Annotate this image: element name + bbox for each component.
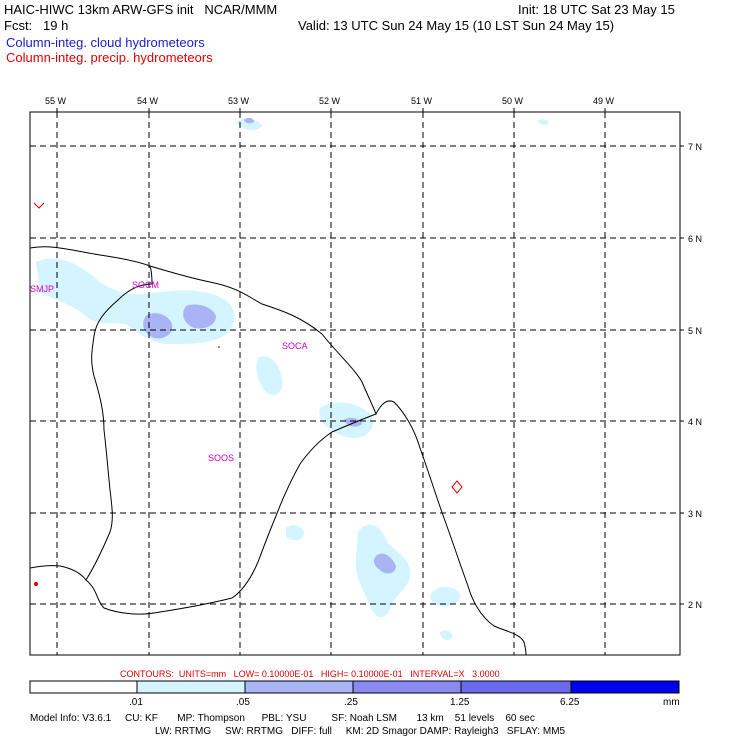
contours-info: CONTOURS: UNITS=mm LOW= 0.10000E-01 HIGH… <box>120 669 500 679</box>
station-label: SMJP <box>30 284 54 294</box>
lat-label: 5 N <box>688 326 702 336</box>
lon-label: 54 W <box>137 96 159 106</box>
cloud-area <box>256 356 283 396</box>
lat-label: 3 N <box>688 509 702 519</box>
cloud-area <box>538 119 549 125</box>
lat-label: 6 N <box>688 234 702 244</box>
colorbar-units: mm <box>663 697 680 708</box>
precip-area <box>244 117 254 124</box>
colorbar-segment <box>460 680 572 694</box>
lon-label: 55 W <box>45 96 67 106</box>
station-label: SOOS <box>208 453 234 463</box>
station-label: SOCM <box>132 280 159 290</box>
lon-label: 50 W <box>502 96 524 106</box>
colorbar-label: .25 <box>344 697 358 708</box>
lat-label: 4 N <box>688 417 702 427</box>
station-label: SOCA <box>282 341 308 351</box>
colorbar-label: 6.25 <box>560 697 580 708</box>
colorbar-segment <box>136 680 246 694</box>
colorbar-segment <box>570 680 680 694</box>
dot-marker <box>34 582 38 586</box>
colorbar <box>29 680 680 694</box>
lon-label: 52 W <box>319 96 341 106</box>
model-info-line2: LW: RRTMG SW: RRTMG DIFF: full KM: 2D Sm… <box>155 726 566 737</box>
legend-cloud: Column-integ. cloud hydrometeors <box>6 35 205 50</box>
lon-label: 49 W <box>593 96 615 106</box>
precip-area <box>344 417 362 427</box>
markers <box>33 202 463 586</box>
border <box>85 265 377 615</box>
border <box>30 565 87 581</box>
colorbar-segment <box>244 680 354 694</box>
colorbar-segment <box>29 680 138 694</box>
model-info-line1: Model Info: V3.6.1 CU: KF MP: Thompson P… <box>30 713 535 724</box>
colorbar-labels: .01 .05 .25 1.25 6.25 mm <box>129 697 680 708</box>
station-labels: SMJP SOCM SOCA SOOS <box>30 280 308 463</box>
cloud-area <box>236 118 262 131</box>
hydrometeor-shading <box>36 117 549 640</box>
colorbar-label: 1.25 <box>450 697 470 708</box>
legend-precip: Column-integ. precip. hydrometeors <box>6 50 213 65</box>
colorbar-segment <box>352 680 462 694</box>
cloud-area <box>430 586 461 607</box>
diamond-marker <box>451 480 463 494</box>
coastlines-borders <box>30 246 527 655</box>
lat-label: 2 N <box>688 600 702 610</box>
cloud-area <box>36 258 235 344</box>
axis-ticks <box>56 108 684 605</box>
init-time: Init: 18 UTC Sat 23 May 15 <box>518 2 675 17</box>
colorbar-label: .01 <box>129 697 143 708</box>
graticule <box>30 112 680 655</box>
cloud-area <box>440 630 453 640</box>
lat-labels: 7 N 6 N 5 N 4 N 3 N 2 N <box>688 142 702 610</box>
lat-label: 7 N <box>688 142 702 152</box>
title-left: HAIC-HIWC 13km ARW-GFS init NCAR/MMM <box>4 2 278 17</box>
valid-time: Valid: 13 UTC Sun 24 May 15 (10 LST Sun … <box>298 18 615 33</box>
v-marker <box>33 202 45 209</box>
forecast-hour: Fcst: 19 h <box>4 18 69 33</box>
precip-area <box>373 553 396 574</box>
map-border <box>29 111 681 656</box>
lon-label: 51 W <box>411 96 433 106</box>
precip-area <box>183 304 216 329</box>
lon-labels: 55 W 54 W 53 W 52 W 51 W 50 W 49 W <box>45 96 615 106</box>
lon-label: 53 W <box>228 96 250 106</box>
colorbar-label: .05 <box>236 697 250 708</box>
precip-area <box>143 313 173 339</box>
cloud-area <box>286 525 304 541</box>
